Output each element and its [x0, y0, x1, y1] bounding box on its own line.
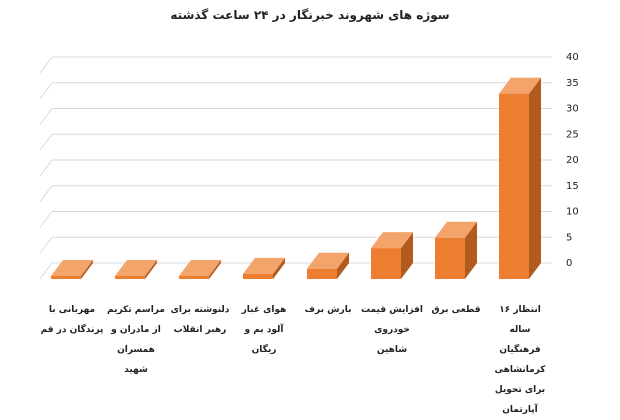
x-tick-label: مراسم تکریم از مادران و همسران شهید: [107, 305, 165, 375]
x-tick-label: انتظار ۱۶ ساله فرهنگیان کرمانشاهی برای ت…: [494, 305, 546, 415]
y-tick-label: 40: [566, 52, 579, 63]
bar-top: [115, 260, 157, 276]
y-tick-label: 35: [566, 78, 579, 89]
bar: [435, 221, 477, 279]
bar-side: [337, 252, 349, 279]
bar-side: [401, 232, 413, 279]
bar-side: [209, 260, 221, 279]
x-tick-label: افزایش قیمت خودروی شاهین: [360, 305, 424, 355]
bar: [499, 77, 541, 279]
bar-side: [145, 260, 157, 279]
grid-line-depth: [39, 185, 53, 203]
bar-top: [51, 260, 93, 276]
y-tick-label: 0: [566, 258, 572, 269]
bar-top: [179, 260, 221, 276]
grid-line-depth: [39, 133, 53, 151]
grid-line-depth: [39, 82, 53, 100]
grid-line-depth: [39, 262, 53, 280]
grid-line-depth: [39, 56, 53, 74]
bar-side: [465, 221, 477, 279]
x-tick-label: قطعی برق: [431, 305, 481, 315]
y-tick-label: 30: [566, 104, 579, 115]
y-tick-label: 15: [566, 181, 579, 192]
bar: [307, 252, 349, 279]
chart-title: سوژه های شهروند خبرنگار در ۲۴ ساعت گذشته: [170, 8, 450, 22]
grid-line-depth: [39, 108, 53, 125]
bar-top: [499, 77, 541, 94]
bar-front: [371, 248, 401, 279]
bar: [243, 257, 285, 279]
bar-side: [81, 260, 93, 279]
bar-top: [371, 232, 413, 249]
bar-front: [435, 237, 465, 279]
bar: [115, 260, 157, 279]
bar-front: [179, 276, 209, 279]
bar: [51, 260, 93, 279]
bar-side: [273, 257, 285, 279]
grid-line-depth: [39, 211, 53, 228]
x-tick-label: مهربانی با پرندگان در قم: [40, 305, 104, 335]
bar-front: [51, 276, 81, 279]
bar: [179, 260, 221, 279]
y-tick-label: 10: [566, 207, 579, 218]
grid-line-depth: [39, 159, 53, 177]
bar-front: [307, 268, 337, 279]
bar-top: [243, 257, 285, 274]
bar-side: [529, 77, 541, 279]
y-tick-label: 5: [566, 232, 572, 243]
bar-front: [499, 93, 529, 279]
bar-front: [115, 276, 145, 279]
bar: [371, 232, 413, 279]
x-tick-label: بارش برف: [304, 305, 352, 315]
bar-top: [435, 221, 477, 238]
grid-line-depth: [39, 236, 53, 254]
x-tick-label: دلنوشته برای رهبر انقلاب: [170, 305, 230, 335]
y-tick-label: 25: [566, 129, 579, 140]
x-tick-label: هوای غبار آلود بم و ریگان: [241, 305, 287, 355]
bar-top: [307, 252, 349, 269]
y-tick-label: 20: [566, 155, 579, 166]
bar-front: [243, 273, 273, 279]
